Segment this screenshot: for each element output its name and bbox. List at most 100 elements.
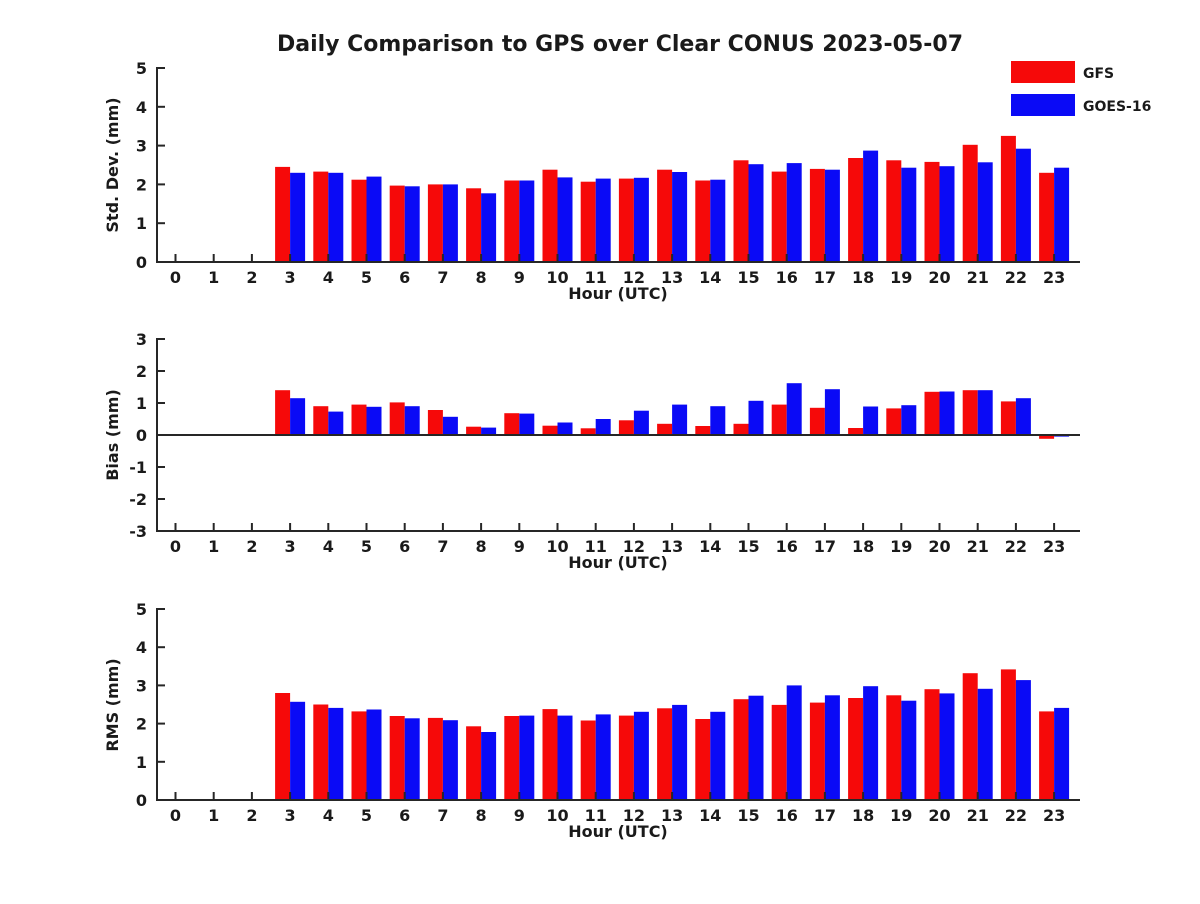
bar-gfs-hour-11 [580, 428, 596, 435]
bar-goes-16-hour-3 [290, 701, 306, 800]
x-tick-label: 5 [361, 537, 372, 556]
x-tick-label: 16 [776, 537, 798, 556]
bar-goes-16-hour-11 [595, 714, 611, 800]
bar-goes-16-hour-19 [901, 405, 917, 435]
x-tick-label: 6 [399, 537, 410, 556]
y-tick-label: 3 [136, 330, 147, 349]
y-tick-label: 2 [136, 715, 147, 734]
bar-goes-16-hour-20 [939, 166, 955, 262]
bar-gfs-hour-12 [618, 715, 634, 800]
bar-goes-16-hour-15 [748, 400, 764, 435]
y-tick-label: 5 [136, 59, 147, 78]
x-tick-label: 2 [246, 806, 257, 825]
bar-gfs-hour-6 [389, 716, 405, 800]
bar-goes-16-hour-16 [786, 685, 802, 800]
x-tick-label: 7 [437, 806, 448, 825]
bar-goes-16-hour-6 [404, 186, 420, 262]
x-tick-label: 23 [1043, 806, 1065, 825]
bar-gfs-hour-16 [771, 171, 787, 262]
bar-gfs-hour-16 [771, 704, 787, 800]
x-axis-label-hour-2: Hour (UTC) [568, 822, 668, 841]
x-tick-label: 18 [852, 806, 874, 825]
bar-goes-16-hour-21 [977, 162, 993, 262]
bar-gfs-hour-9 [504, 180, 520, 262]
bar-goes-16-hour-23 [1054, 167, 1070, 262]
x-tick-label: 14 [699, 806, 721, 825]
x-tick-label: 4 [323, 537, 334, 556]
bar-gfs-hour-22 [1000, 669, 1016, 800]
bar-goes-16-hour-10 [557, 715, 573, 800]
x-tick-label: 19 [890, 537, 912, 556]
bar-gfs-hour-20 [924, 391, 940, 435]
bar-goes-16-hour-4 [328, 707, 344, 800]
bar-gfs-hour-4 [313, 704, 329, 800]
bar-goes-16-hour-5 [366, 176, 382, 262]
bar-goes-16-hour-16 [786, 163, 802, 262]
bar-gfs-hour-9 [504, 413, 520, 435]
bar-gfs-hour-3 [275, 693, 291, 800]
bar-goes-16-hour-14 [710, 711, 726, 800]
y-tick-label: 4 [136, 98, 147, 117]
bar-goes-16-hour-4 [328, 172, 344, 262]
bar-goes-16-hour-15 [748, 164, 764, 262]
bar-gfs-hour-11 [580, 181, 596, 262]
y-tick-label: 5 [136, 600, 147, 619]
bar-gfs-hour-15 [733, 699, 749, 800]
x-tick-label: 23 [1043, 537, 1065, 556]
bar-gfs-hour-19 [886, 160, 902, 262]
bar-gfs-hour-18 [848, 698, 864, 800]
bar-gfs-hour-13 [657, 169, 673, 262]
x-tick-label: 15 [737, 537, 759, 556]
legend-swatch-gfs [1011, 61, 1075, 83]
y-axis-label-std-dev: Std. Dev. (mm) [103, 97, 122, 232]
bar-goes-16-hour-21 [977, 688, 993, 800]
bar-goes-16-hour-11 [595, 178, 611, 262]
bar-goes-16-hour-5 [366, 709, 382, 800]
x-tick-label: 12 [623, 806, 645, 825]
x-tick-label: 22 [1005, 806, 1027, 825]
bar-gfs-hour-12 [618, 178, 634, 262]
x-tick-label: 19 [890, 268, 912, 287]
bar-gfs-hour-17 [809, 702, 825, 800]
bar-gfs-hour-4 [313, 171, 329, 262]
bar-goes-16-hour-8 [481, 193, 497, 262]
bar-goes-16-hour-14 [710, 406, 726, 435]
x-tick-label: 12 [623, 268, 645, 287]
x-axis-label-hour-0: Hour (UTC) [568, 284, 668, 303]
x-tick-label: 4 [323, 806, 334, 825]
y-tick-label: -1 [129, 458, 147, 477]
x-tick-label: 15 [737, 268, 759, 287]
bar-gfs-hour-21 [962, 144, 978, 262]
x-tick-label: 9 [514, 806, 525, 825]
bar-goes-16-hour-18 [863, 150, 879, 262]
bar-gfs-hour-10 [542, 169, 558, 262]
x-tick-label: 20 [928, 806, 950, 825]
x-tick-label: 17 [814, 537, 836, 556]
bar-goes-16-hour-8 [481, 732, 497, 800]
bar-gfs-hour-20 [924, 689, 940, 800]
bar-goes-16-hour-21 [977, 390, 993, 435]
x-tick-label: 6 [399, 268, 410, 287]
legend-label-goes16: GOES-16 [1083, 99, 1151, 115]
x-tick-label: 7 [437, 537, 448, 556]
bar-gfs-hour-22 [1000, 135, 1016, 262]
bar-gfs-hour-5 [351, 711, 367, 800]
bar-gfs-hour-11 [580, 720, 596, 800]
bar-gfs-hour-5 [351, 404, 367, 435]
bar-gfs-hour-21 [962, 390, 978, 435]
bar-gfs-hour-13 [657, 708, 673, 800]
bar-goes-16-hour-3 [290, 172, 306, 262]
y-tick-label: -2 [129, 490, 147, 509]
y-tick-label: 0 [136, 791, 147, 810]
x-tick-label: 8 [476, 806, 487, 825]
bar-goes-16-hour-20 [939, 693, 955, 800]
y-tick-label: 4 [136, 638, 147, 657]
y-tick-label: 2 [136, 362, 147, 381]
bar-gfs-hour-7 [427, 717, 443, 800]
bar-goes-16-hour-22 [1015, 680, 1031, 800]
bar-gfs-hour-18 [848, 158, 864, 262]
bar-gfs-hour-8 [466, 726, 482, 800]
